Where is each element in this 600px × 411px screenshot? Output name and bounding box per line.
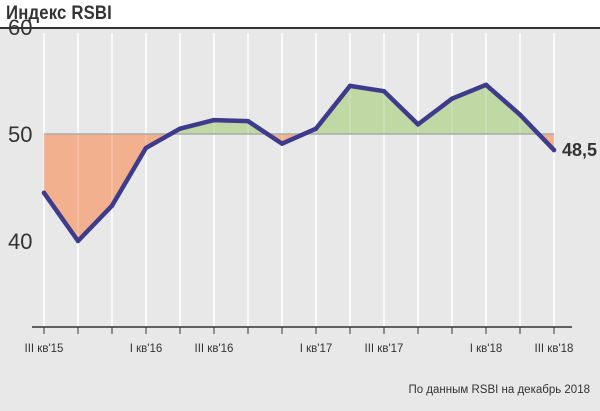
x-tick-label: I кв'16 <box>130 343 163 355</box>
x-tick-label: III кв'16 <box>195 343 234 355</box>
data-point <box>517 112 523 117</box>
data-point <box>177 126 183 131</box>
rsbi-series-line <box>41 82 557 244</box>
y-tick-label: 50 <box>8 122 32 147</box>
data-point <box>211 117 217 123</box>
last-value-label: 48,5 <box>562 140 597 160</box>
data-point <box>245 118 251 124</box>
y-tick-label: 60 <box>8 15 32 40</box>
data-point <box>449 96 455 101</box>
data-point <box>109 203 115 208</box>
data-point <box>279 141 285 146</box>
data-point <box>313 126 319 131</box>
x-tick-label: III кв'17 <box>365 343 404 355</box>
chart-title: Индекс RSBI <box>6 3 113 24</box>
data-point <box>347 83 353 89</box>
data-point <box>483 82 489 87</box>
data-point <box>75 238 81 244</box>
data-point <box>415 122 421 127</box>
title-bar: Индекс RSBI <box>0 0 600 28</box>
data-point <box>143 145 149 151</box>
y-tick-label: 40 <box>8 229 32 254</box>
x-tick-label: III кв'15 <box>25 343 64 355</box>
data-point <box>41 190 47 196</box>
data-point <box>381 89 387 94</box>
x-tick-label: I кв'18 <box>470 343 503 355</box>
title-rule <box>0 27 600 29</box>
x-tick-label: I кв'17 <box>300 343 333 355</box>
data-point <box>551 147 557 153</box>
area-above-50 <box>349 85 385 135</box>
x-tick-label: III кв'18 <box>535 343 574 355</box>
area-below-50 <box>43 133 79 242</box>
source-note: По данным RSBI на декабрь 2018 <box>408 384 590 396</box>
